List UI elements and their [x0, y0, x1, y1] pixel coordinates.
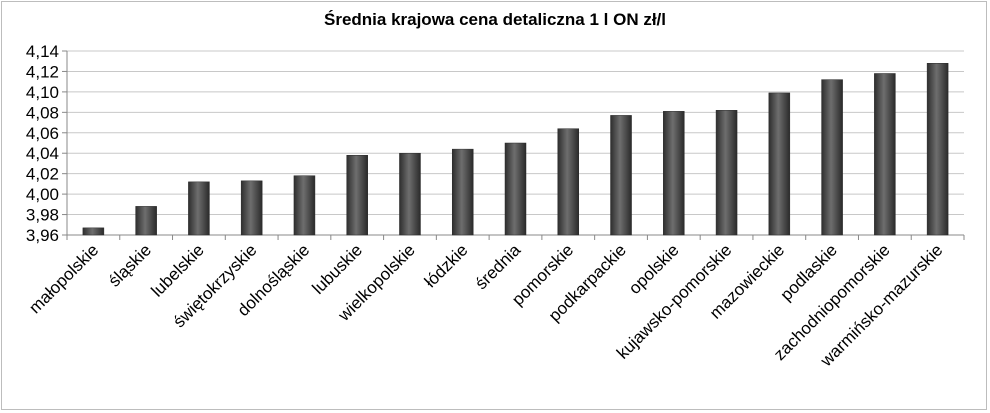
bars — [82, 63, 949, 236]
chart-title: Średnia krajowa cena detaliczna 1 l ON z… — [323, 10, 667, 29]
bar — [188, 181, 210, 236]
bar — [293, 175, 316, 236]
bar — [451, 148, 474, 236]
y-tick-label: 3,98 — [26, 206, 59, 225]
bar — [82, 227, 105, 236]
bar — [557, 128, 580, 236]
bar — [346, 155, 368, 236]
bar — [715, 110, 738, 236]
x-category-label: śląskie — [105, 240, 155, 290]
bar — [768, 92, 791, 236]
x-category-label: małopolskie — [25, 240, 102, 317]
bar — [926, 63, 949, 236]
y-tick-label: 4,08 — [26, 103, 59, 122]
bar — [504, 142, 527, 236]
x-category-label: łódzkie — [421, 240, 472, 291]
y-tick-label: 4,14 — [26, 42, 59, 61]
bar — [399, 152, 421, 236]
y-tick-label: 4,02 — [26, 165, 59, 184]
bar — [135, 206, 157, 236]
bar — [821, 79, 843, 236]
y-tick-label: 4,12 — [26, 62, 59, 81]
bar — [874, 73, 896, 236]
y-tick-label: 3,96 — [26, 226, 59, 245]
y-tick-label: 4,04 — [26, 144, 59, 163]
y-tick-label: 4,00 — [26, 185, 59, 204]
x-category-label: średnia — [471, 240, 524, 293]
bar — [240, 180, 263, 236]
y-tick-label: 4,06 — [26, 124, 59, 143]
y-tick-label: 4,10 — [26, 83, 59, 102]
bar — [610, 115, 632, 236]
y-tick-labels: 3,963,98 4,004,02 4,044,06 4,084,10 4,124,14 — [26, 42, 59, 245]
x-category-labels: małopolskie śląskielubelskieświętokrzyski… — [25, 240, 946, 371]
bar — [663, 111, 685, 236]
